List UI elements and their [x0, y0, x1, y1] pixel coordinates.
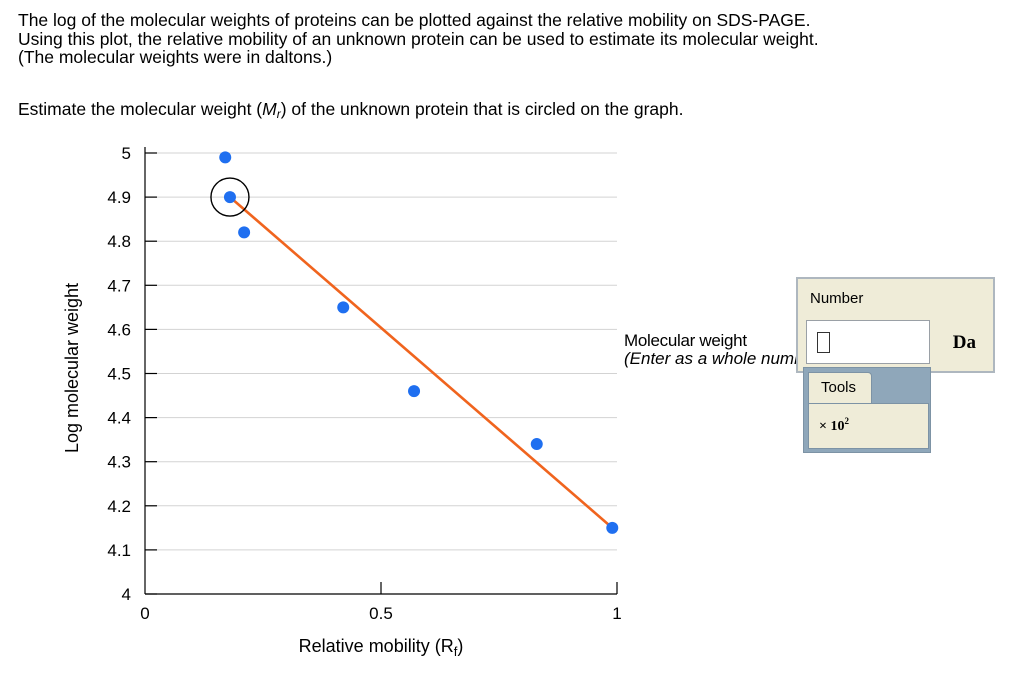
y-tick-label: 4.5: [107, 365, 131, 384]
sci-exponent: 2: [844, 416, 849, 426]
y-tick-label: 4.3: [107, 453, 131, 472]
x-tick-label: 0.5: [369, 604, 393, 623]
y-tick-label: 4.1: [107, 541, 131, 560]
data-point: [223, 191, 236, 204]
question-before: Estimate the molecular weight (: [18, 99, 263, 119]
answer-widget: Number Da: [796, 277, 995, 373]
y-tick-label: 4: [122, 585, 131, 604]
unknown-protein-circle: [210, 177, 250, 217]
x-tick-label: 1: [612, 604, 621, 623]
unit-label: Da: [952, 332, 976, 353]
question-after: ) of the unknown protein that is circled…: [280, 99, 684, 119]
data-point: [408, 385, 421, 398]
x-axis-title: Relative mobility (Rf): [299, 636, 464, 659]
y-tick-label: 4.2: [107, 497, 131, 516]
prompt-line-1: The log of the molecular weights of prot…: [18, 10, 811, 30]
y-tick-label: 4.6: [107, 320, 131, 339]
y-tick-label: 4.9: [107, 188, 131, 207]
x-tick-label: 0: [140, 604, 149, 623]
question-text: Estimate the molecular weight (Mr) of th…: [18, 99, 683, 124]
question-subscript: r: [276, 107, 281, 121]
tools-content: × 102: [808, 403, 929, 449]
data-point: [238, 226, 251, 239]
whole-number-hint: (Enter as a whole number): [624, 348, 825, 368]
tools-panel: Tools × 102: [803, 367, 931, 453]
y-tick-label: 4.7: [107, 276, 131, 295]
sci-base: × 10: [819, 419, 845, 434]
scientific-notation-button[interactable]: × 102: [819, 416, 849, 435]
problem-statement: The log of the molecular weights of prot…: [18, 11, 819, 67]
y-tick-label: 4.4: [107, 409, 131, 428]
tools-tab-label: Tools: [821, 379, 857, 396]
y-tick-label: 5: [122, 144, 131, 163]
molecular-weight-input[interactable]: [806, 320, 930, 364]
prompt-line-3: (The molecular weights were in daltons.): [18, 47, 333, 67]
data-point: [337, 301, 350, 314]
best-fit-line: [229, 196, 614, 529]
data-point: [219, 151, 232, 164]
number-label: Number: [810, 290, 864, 307]
y-tick-label: 4.8: [107, 232, 131, 251]
prompt-line-2: Using this plot, the relative mobility o…: [18, 28, 819, 49]
molecular-weight-label: Molecular weight: [624, 331, 747, 350]
data-point: [530, 438, 543, 451]
question-symbol: M: [262, 99, 277, 119]
data-point: [606, 521, 619, 534]
input-cursor-box[interactable]: [817, 332, 830, 353]
answer-label: Molecular weight (Enter as a whole numbe…: [624, 332, 824, 367]
tools-tab[interactable]: Tools: [808, 372, 872, 404]
y-axis-title: Log molecular weight: [62, 283, 82, 453]
